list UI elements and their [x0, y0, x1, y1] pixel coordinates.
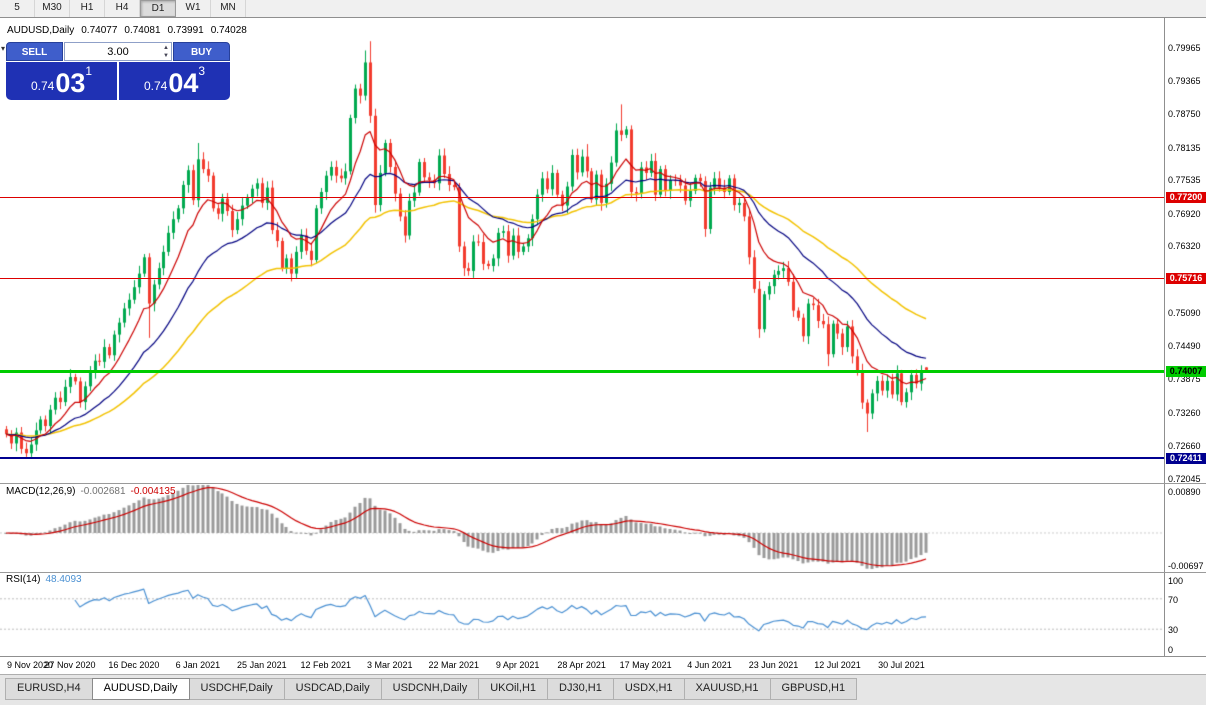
date-label: 9 Nov 2020 [6, 660, 54, 670]
date-axis: 9 Nov 2020 27 Nov 2020 16 Dec 2020 6 Jan 20… [0, 656, 1206, 674]
price-axis-tick: 0.78135 [1168, 142, 1201, 153]
date-label: 23 Jun 2021 [748, 660, 799, 670]
date-label: 9 Apr 2021 [495, 660, 540, 670]
sell-price-display[interactable]: 0.74 03 1 [6, 62, 117, 100]
panel-separator [0, 572, 1206, 573]
price-axis-tick: 0.75090 [1168, 308, 1201, 319]
buy-price-display[interactable]: 0.74 04 3 [119, 62, 230, 100]
timeframe-button-d1[interactable]: D1 [140, 0, 176, 17]
price-axis-tick: 0.76320 [1168, 241, 1201, 252]
price-axis-tick: 0.79365 [1168, 75, 1201, 86]
sell-price-pips: 03 [55, 68, 86, 98]
sell-price-prefix: 0.74 [30, 79, 55, 93]
horizontal-line[interactable] [0, 197, 1164, 198]
hline-price-tag: 0.77200 [1166, 192, 1206, 203]
macd-axis-label: 0.00890 [1168, 487, 1201, 497]
horizontal-line[interactable] [0, 457, 1164, 459]
horizontal-line[interactable] [0, 370, 1164, 373]
price-axis-tick: 0.73875 [1168, 374, 1201, 385]
chart-tab-ukoil[interactable]: UKOil,H1 [478, 678, 549, 700]
date-label: 3 Mar 2021 [366, 660, 413, 670]
date-label: 28 Apr 2021 [557, 660, 606, 670]
lot-increase-icon[interactable]: ▲ [163, 45, 169, 51]
buy-button[interactable]: BUY [173, 42, 230, 61]
date-label: 22 Mar 2021 [428, 660, 479, 670]
ohlc-close: 0.74028 [210, 25, 247, 36]
chart-tab-audusd[interactable]: AUDUSD,Daily [91, 678, 190, 700]
chart-tab-eurusd[interactable]: EURUSD,H4 [5, 678, 93, 700]
chart-tab-usdx[interactable]: USDX,H1 [612, 678, 685, 700]
price-axis-tick: 0.74490 [1168, 340, 1201, 351]
date-label: 30 Jul 2021 [878, 660, 925, 670]
date-label: 4 Jun 2021 [687, 660, 732, 670]
date-label: 27 Nov 2020 [44, 660, 96, 670]
timeframe-button-w1[interactable]: W1 [176, 0, 211, 17]
chart-tab-usdchf[interactable]: USDCHF,Daily [188, 678, 285, 700]
buy-price-prefix: 0.74 [143, 79, 168, 93]
price-axis-tick: 0.79965 [1168, 42, 1201, 53]
lot-size-value: 3.00 [107, 45, 129, 58]
chart-tab-xauusd[interactable]: XAUUSD,H1 [683, 678, 771, 700]
date-label: 6 Jan 2021 [175, 660, 221, 670]
chart-tab-usdcnh[interactable]: USDCNH,Daily [380, 678, 480, 700]
chart-tab-gbpusd[interactable]: GBPUSD,H1 [769, 678, 858, 700]
timeframe-button-h4[interactable]: H4 [105, 0, 140, 17]
price-axis-tick: 0.77535 [1168, 175, 1201, 186]
timeframe-button-h1[interactable]: H1 [70, 0, 105, 17]
ohlc-open: 0.74077 [81, 25, 118, 36]
macd-label: MACD(12,26,9) -0.002681 -0.004135 [6, 486, 176, 497]
date-label: 12 Jul 2021 [814, 660, 861, 670]
chart-tab-usdcad[interactable]: USDCAD,Daily [283, 678, 382, 700]
chart-tab-dj30[interactable]: DJ30,H1 [547, 678, 614, 700]
one-click-collapse-icon[interactable]: ▾ [1, 44, 6, 53]
buy-price-pips: 04 [168, 68, 199, 98]
timeframe-toolbar: 5 M30 H1 H4 D1 W1 MN [0, 0, 1206, 18]
rsi-axis-label: 100 [1168, 576, 1184, 586]
hline-price-tag: 0.72411 [1166, 453, 1206, 464]
lot-decrease-icon[interactable]: ▼ [163, 53, 169, 59]
lot-spinner: ▲ ▼ [163, 44, 169, 60]
macd-axis-label: -0.00697 [1168, 561, 1204, 571]
rsi-axis-label: 70 [1168, 594, 1179, 605]
hline-price-tag: 0.74007 [1166, 366, 1206, 377]
timeframe-button-mn[interactable]: MN [211, 0, 246, 17]
price-axis: 0.79965 0.79365 0.78750 0.78135 0.77535 0.769… [1164, 18, 1206, 656]
price-axis-tick: 0.72660 [1168, 440, 1201, 451]
price-chart-canvas[interactable] [0, 18, 1164, 656]
hline-price-tag: 0.75716 [1166, 273, 1206, 284]
rsi-label: RSI(14) 48.4093 [6, 574, 82, 585]
price-axis-tick: 0.76920 [1168, 208, 1201, 219]
rsi-axis-label: 0 [1168, 645, 1174, 655]
date-label: 25 Jan 2021 [237, 660, 287, 670]
date-label: 12 Feb 2021 [300, 660, 352, 670]
date-label: 17 May 2021 [619, 660, 672, 670]
rsi-axis-label: 30 [1168, 625, 1179, 636]
sell-price-point: 1 [85, 64, 93, 78]
horizontal-line[interactable] [0, 278, 1164, 279]
ohlc-low: 0.73991 [167, 25, 204, 36]
chart-ohlc-header: AUDUSD,Daily 0.74077 0.74081 0.73991 0.74028 [7, 25, 254, 36]
timeframe-button-5[interactable]: 5 [0, 0, 35, 17]
chart-symbol-label: AUDUSD,Daily [7, 25, 75, 36]
buy-price-point: 3 [198, 64, 206, 78]
price-axis-tick: 0.73260 [1168, 407, 1201, 418]
lot-size-input[interactable]: 3.00 ▲ ▼ [64, 42, 172, 61]
timeframe-button-m30[interactable]: M30 [35, 0, 70, 17]
one-click-trading-panel: SELL 3.00 ▲ ▼ BUY 0.74 03 1 0.74 04 3 [6, 42, 230, 100]
ohlc-high: 0.74081 [124, 25, 161, 36]
date-label: 16 Dec 2020 [108, 660, 160, 670]
chart-tabs: EURUSD,H4 AUDUSD,Daily USDCHF,Daily USDCAD,… [0, 674, 1206, 705]
hline-overlay [0, 18, 1206, 656]
price-axis-tick: 0.72045 [1168, 474, 1201, 484]
sell-button[interactable]: SELL [6, 42, 63, 61]
panel-separator [0, 483, 1206, 484]
price-axis-tick: 0.78750 [1168, 109, 1201, 120]
